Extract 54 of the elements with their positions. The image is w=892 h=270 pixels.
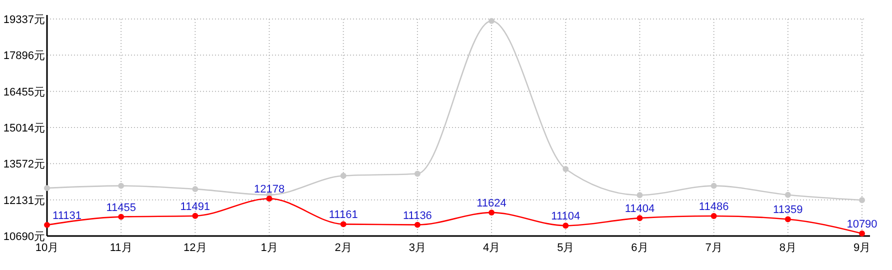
point [562,222,569,229]
point [266,196,272,202]
y-tick-label: 13572元 [3,158,45,171]
x-tick-label: 5月 [557,242,574,254]
y-tick-label: 17896元 [3,50,45,62]
point [710,213,717,220]
point [784,192,791,198]
point [340,221,346,228]
point [44,185,50,192]
point [784,216,791,222]
x-tick-label: 11月 [110,242,132,254]
data-label: 11136 [402,210,432,222]
data-label: 11404 [624,203,655,216]
x-tick-label: 7月 [705,242,722,254]
data-label: 12178 [254,184,285,196]
point [44,222,50,228]
y-tick-label: 15014元 [3,122,45,134]
point [488,210,495,216]
point [488,18,495,24]
data-label: 11486 [698,201,729,214]
point [859,197,865,204]
point [192,186,198,192]
x-tick-label: 4月 [482,242,500,254]
point [636,215,643,222]
point [192,212,198,219]
data-label: 11359 [773,204,803,216]
x-tick-label: 10月 [35,242,59,254]
point [340,172,346,179]
x-tick-label: 9月 [853,242,871,254]
y-tick-label: 12131元 [3,194,45,207]
point [710,182,717,189]
point [562,166,569,172]
data-label: 11104 [551,210,580,223]
data-label: 10790 [846,218,878,230]
x-tick-label: 12月 [184,242,207,254]
y-tick-label: 10690元 [3,231,45,243]
x-tick-label: 2月 [334,242,352,254]
data-label: 11624 [476,198,506,210]
point [414,222,420,228]
point [118,182,124,189]
x-tick-label: 8月 [779,242,796,254]
point [118,214,124,220]
x-tick-label: 1月 [260,242,278,254]
point [859,230,865,236]
data-label: 11455 [106,202,136,214]
point [636,192,643,198]
data-label: 11161 [328,209,358,222]
y-tick-label: 16455元 [3,86,45,98]
data-label: 11131 [52,210,82,222]
point [414,170,420,177]
y-tick-label: 19337元 [3,14,45,26]
data-label: 11491 [180,200,210,213]
x-tick-label: 3月 [408,242,426,254]
x-tick-label: 6月 [631,242,648,254]
